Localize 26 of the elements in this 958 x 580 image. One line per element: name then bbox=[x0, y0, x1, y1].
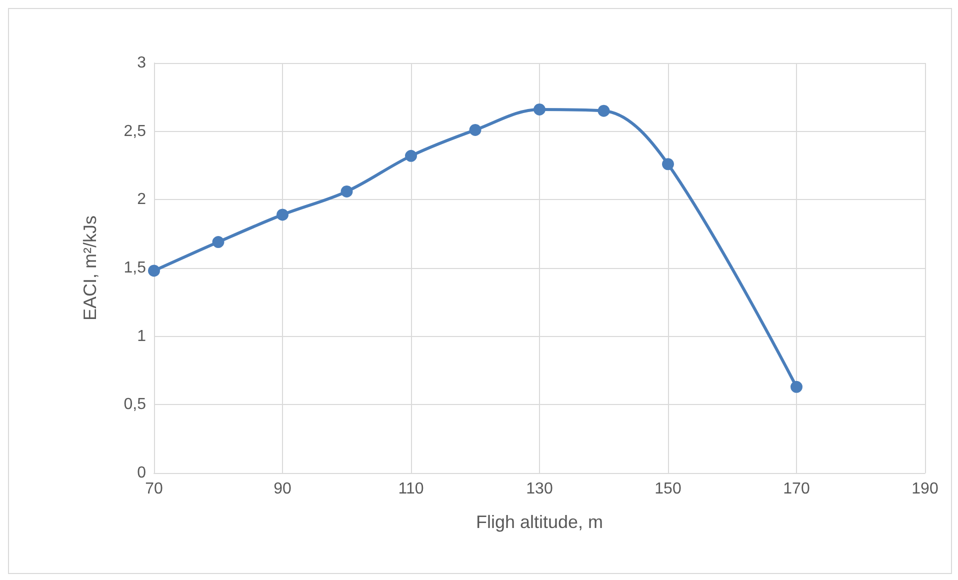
x-tick-label: 190 bbox=[912, 480, 938, 498]
point bbox=[598, 104, 610, 117]
y-tick-label: 2,5 bbox=[124, 122, 146, 140]
y-axis-title: EACI, m²/kJs bbox=[80, 215, 100, 321]
x-tick-label: 170 bbox=[783, 480, 810, 498]
point bbox=[148, 264, 160, 277]
point bbox=[790, 380, 802, 393]
point bbox=[276, 208, 288, 221]
y-tick-label: 0 bbox=[137, 464, 146, 482]
y-tick-label: 1,5 bbox=[124, 260, 146, 276]
x-axis-title: Fligh altitude, m bbox=[476, 512, 604, 532]
x-tick-label: 70 bbox=[145, 480, 163, 498]
y-tick-label: 1 bbox=[137, 328, 146, 345]
y-tick-label: 2 bbox=[137, 191, 146, 208]
point bbox=[405, 150, 417, 162]
point bbox=[469, 124, 482, 136]
x-tick-label: 110 bbox=[398, 480, 424, 498]
point bbox=[340, 185, 353, 198]
y-tick-label: 3 bbox=[137, 54, 146, 72]
point bbox=[662, 158, 674, 170]
point bbox=[212, 236, 224, 248]
x-tick-label: 130 bbox=[526, 480, 553, 498]
point bbox=[534, 103, 546, 116]
y-tick-label: 0,5 bbox=[124, 396, 146, 414]
x-tick-label: 150 bbox=[654, 480, 682, 498]
x-tick-label: 90 bbox=[274, 480, 292, 498]
